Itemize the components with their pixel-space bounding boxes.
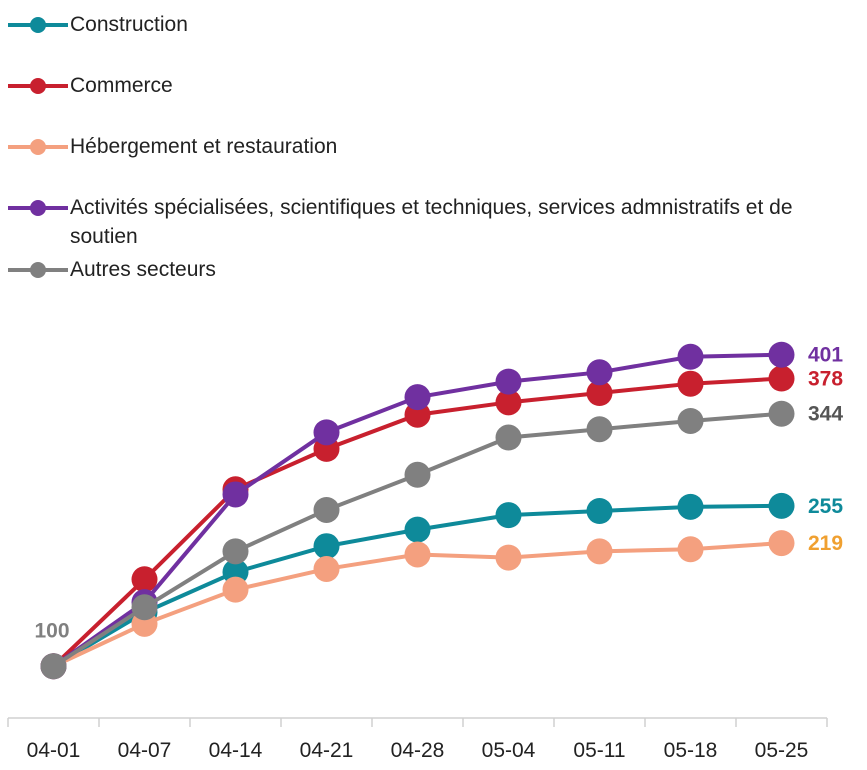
legend-item: Construction <box>8 10 865 39</box>
point <box>768 400 795 427</box>
x-tick-label: 04-07 <box>118 739 172 762</box>
point <box>313 555 340 582</box>
legend-label: Autres secteurs <box>70 258 216 281</box>
legend-item: Activités spécialisées, scientifiques et… <box>8 193 865 251</box>
data-label: 401 <box>808 344 843 367</box>
point <box>768 530 795 557</box>
point <box>586 359 613 386</box>
point <box>404 541 431 568</box>
x-tick-label: 05-18 <box>664 739 718 762</box>
data-label: 100 <box>34 619 69 642</box>
point <box>495 424 522 451</box>
x-tick-label: 04-14 <box>209 739 263 762</box>
point <box>586 498 613 524</box>
legend-item: Commerce <box>8 71 865 100</box>
point <box>131 566 158 593</box>
point <box>677 536 704 563</box>
point <box>40 653 67 680</box>
point <box>586 380 613 407</box>
point <box>677 493 704 520</box>
legend-label: Activités spécialisées, scientifiques et… <box>70 196 793 248</box>
x-tick-label: 04-28 <box>391 739 445 762</box>
data-label: 219 <box>808 532 843 555</box>
point <box>768 492 795 519</box>
legend-label: Hébergement et restauration <box>70 135 338 158</box>
x-tick-label: 05-25 <box>755 739 809 762</box>
x-tick-label: 05-04 <box>482 739 536 762</box>
x-tick-label: 04-21 <box>300 739 354 762</box>
legend-label: Construction <box>70 13 188 36</box>
point <box>586 538 613 565</box>
legend-label: Commerce <box>70 74 173 97</box>
legend-marker <box>8 17 68 33</box>
point <box>313 496 340 523</box>
legend-marker <box>8 78 68 94</box>
point <box>404 461 431 488</box>
legend-dot <box>30 200 46 216</box>
legend-dot <box>30 139 46 155</box>
x-tick-label: 04-01 <box>27 739 81 762</box>
point <box>404 384 431 411</box>
legend-dot <box>30 17 46 33</box>
point <box>586 416 613 443</box>
data-label: 378 <box>808 368 843 391</box>
data-label: 344 <box>808 403 843 426</box>
legend-item: Autres secteurs <box>8 255 865 284</box>
data-label: 255 <box>808 495 843 518</box>
legend-marker <box>8 139 68 155</box>
point <box>313 533 340 560</box>
point <box>768 341 795 368</box>
legend-marker <box>8 262 68 278</box>
point <box>404 516 431 543</box>
x-tick-label: 05-11 <box>573 739 625 762</box>
point <box>495 368 522 395</box>
point <box>222 576 249 603</box>
legend-dot <box>30 78 46 94</box>
legend-marker <box>8 200 68 216</box>
point <box>677 370 704 397</box>
point <box>768 365 795 392</box>
point <box>677 407 704 434</box>
point <box>495 389 522 416</box>
point <box>495 502 522 529</box>
legend-item: Hébergement et restauration <box>8 132 865 161</box>
point <box>131 594 158 621</box>
point <box>313 419 340 446</box>
legend-dot <box>30 262 46 278</box>
point <box>222 538 249 565</box>
point <box>222 481 249 508</box>
point <box>495 544 522 571</box>
point <box>677 343 704 370</box>
